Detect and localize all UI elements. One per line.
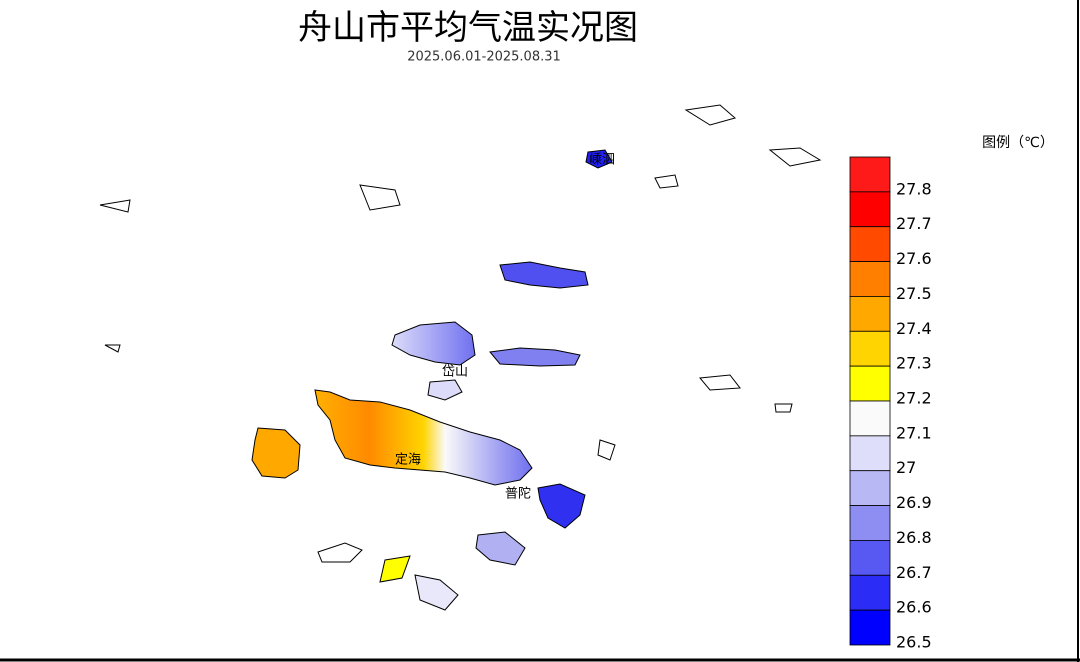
island xyxy=(317,542,363,563)
island xyxy=(251,427,301,479)
legend-label: 27.7 xyxy=(896,214,932,233)
place-labels: 嵊泗 岱山 定海 普陀 xyxy=(395,153,615,502)
legend-swatch xyxy=(849,226,891,262)
title: 舟山市平均气温实况图 xyxy=(298,8,638,48)
legend-swatch xyxy=(849,574,891,611)
legend-label: 27.3 xyxy=(896,354,932,373)
legend-label: 26.9 xyxy=(896,493,932,512)
legend-label: 27 xyxy=(896,458,916,477)
legend-swatch xyxy=(849,330,891,367)
legend-swatch xyxy=(849,609,891,646)
legend-label: 27.5 xyxy=(896,284,932,303)
place-label: 普陀 xyxy=(505,486,531,502)
island xyxy=(427,379,463,401)
legend-label: 27.8 xyxy=(896,179,932,198)
legend-swatch xyxy=(849,540,891,576)
place-label: 定海 xyxy=(395,453,421,468)
legend-label: 26.5 xyxy=(896,633,932,652)
island xyxy=(475,531,526,566)
legend-label: 27.2 xyxy=(896,389,932,408)
subtitle: 2025.06.01-2025.08.31 xyxy=(407,50,561,65)
legend-swatch xyxy=(849,191,891,228)
legend-label: 26.7 xyxy=(896,563,932,582)
legend-label: 27.6 xyxy=(896,249,932,268)
legend-swatch xyxy=(849,400,891,437)
legend-swatch xyxy=(849,296,891,332)
legend-swatch xyxy=(849,261,891,297)
putuo-island xyxy=(537,483,586,529)
legend-swatch xyxy=(849,156,891,193)
island xyxy=(99,104,822,461)
island xyxy=(499,261,589,289)
legend-swatch xyxy=(849,435,891,472)
place-label: 嵊泗 xyxy=(589,153,615,168)
legend-label: 27.4 xyxy=(896,319,932,338)
legend-swatch xyxy=(849,365,891,402)
legend-label: 26.8 xyxy=(896,528,932,547)
legend: 27.8 27.7 27.6 27.5 27.4 27.3 27.2 27.1 27 26.9 26… xyxy=(849,156,932,652)
legend-swatch xyxy=(849,470,891,506)
island xyxy=(489,347,581,367)
island xyxy=(379,555,411,583)
legend-title: 图例（℃） xyxy=(982,135,1054,151)
zhoushan-island xyxy=(314,389,533,486)
legend-swatch xyxy=(849,505,891,541)
place-label: 岱山 xyxy=(442,365,468,380)
island xyxy=(414,574,459,611)
legend-label: 27.1 xyxy=(896,423,932,442)
islands xyxy=(99,104,822,611)
shengsi-island xyxy=(585,149,613,169)
daishan-island xyxy=(391,321,476,366)
legend-label: 26.6 xyxy=(896,598,932,617)
